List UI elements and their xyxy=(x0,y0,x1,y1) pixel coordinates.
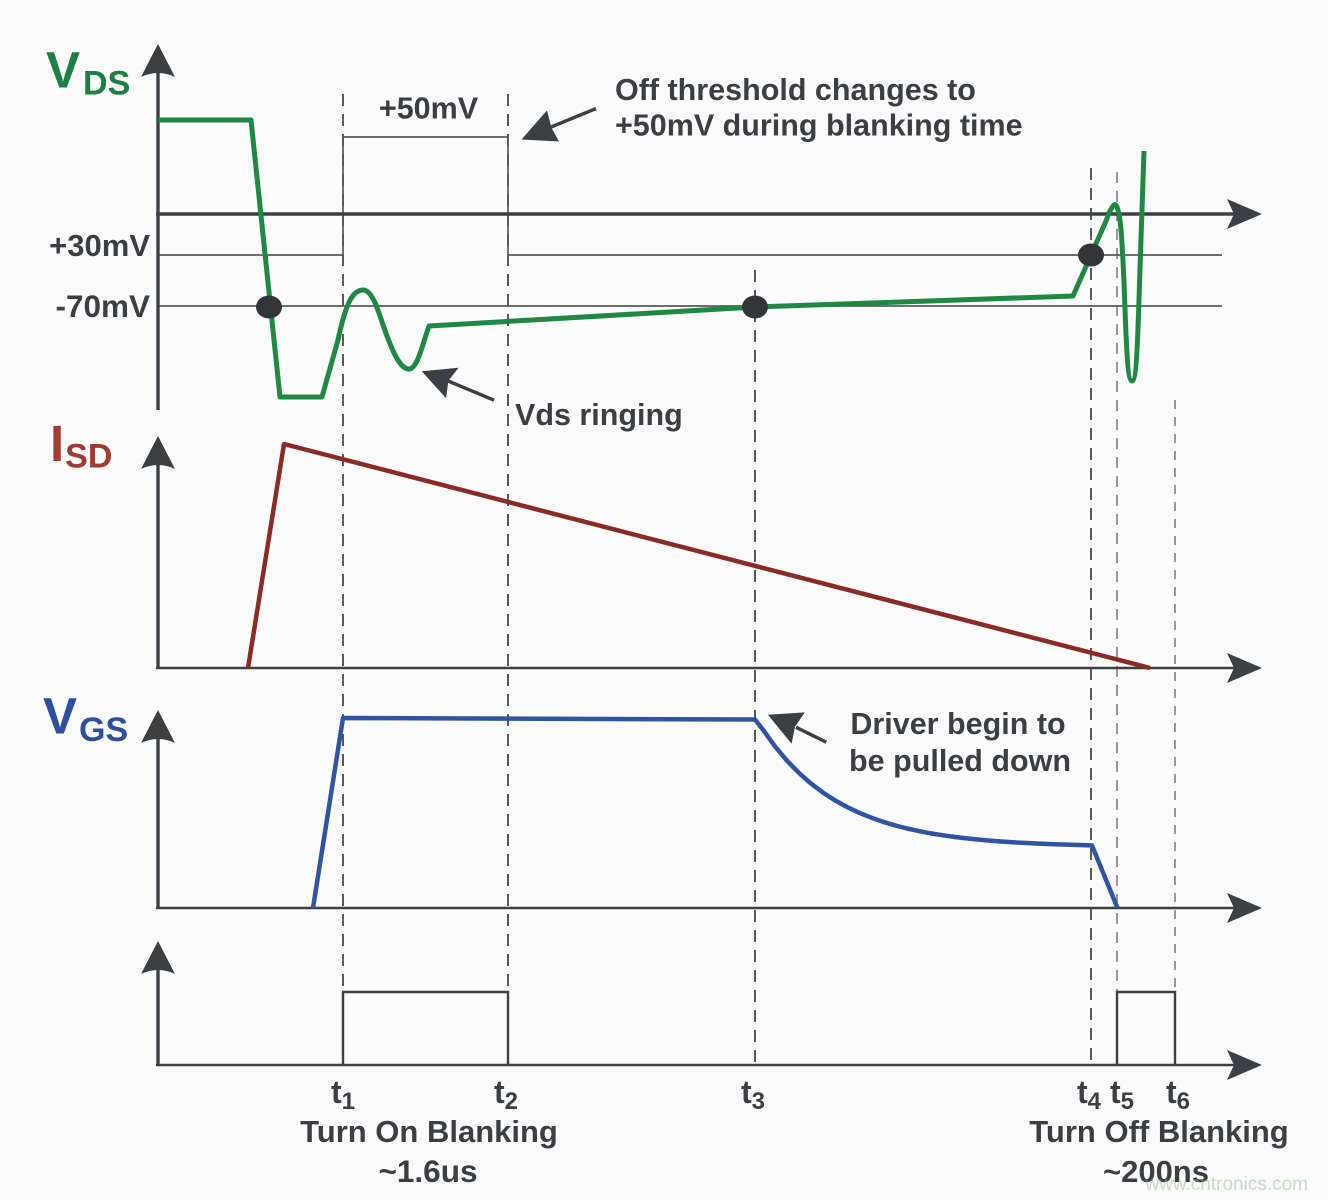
svg-text:t5: t5 xyxy=(1110,1074,1134,1115)
svg-text:be pulled down: be pulled down xyxy=(849,744,1071,778)
svg-text:Vds ringing: Vds ringing xyxy=(515,398,683,432)
svg-text:~1.6us: ~1.6us xyxy=(379,1153,478,1189)
svg-text:Off threshold changes to: Off threshold changes to xyxy=(615,73,976,107)
svg-text:Turn Off Blanking: Turn Off Blanking xyxy=(1029,1114,1288,1149)
svg-text:www.cntronics.com: www.cntronics.com xyxy=(1144,1174,1308,1195)
svg-text:+30mV: +30mV xyxy=(49,228,150,263)
svg-text:Driver begin to: Driver begin to xyxy=(850,707,1065,741)
svg-text:-70mV: -70mV xyxy=(55,288,150,324)
svg-text:+50mV during blanking time: +50mV during blanking time xyxy=(615,109,1023,143)
svg-text:~200ns: ~200ns xyxy=(1103,1154,1209,1189)
svg-text:Turn On Blanking: Turn On Blanking xyxy=(300,1114,558,1149)
svg-text:+50mV: +50mV xyxy=(379,92,479,126)
